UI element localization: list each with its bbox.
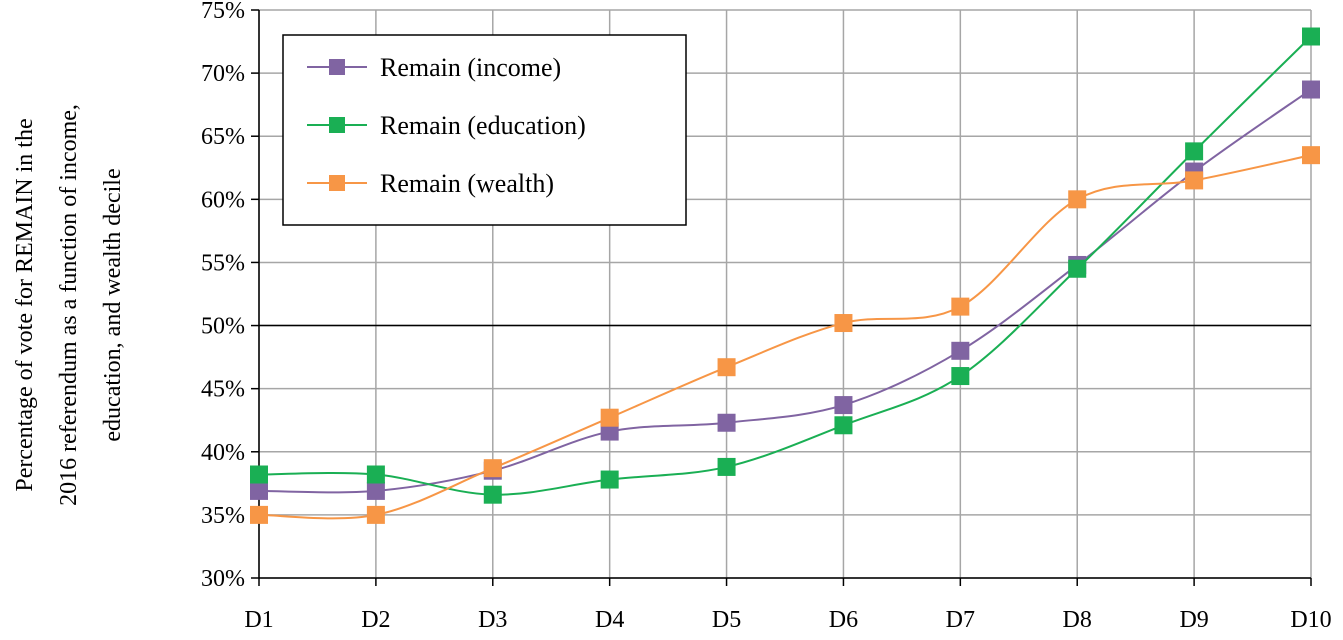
y-tick-label: 55% — [201, 250, 245, 276]
x-axis-ticks: D1 D2 D3 D4 D5 D6 D7 D8 D9 D10 — [244, 607, 1331, 633]
data-point-income — [600, 422, 619, 441]
y-tick-label: 35% — [201, 503, 245, 529]
series-line-wealth — [258, 154, 1312, 520]
data-point-wealth — [717, 358, 736, 377]
y-tick-label: 30% — [201, 566, 245, 592]
x-tick-label: D10 — [1290, 607, 1331, 633]
y-tick-label: 45% — [201, 377, 245, 403]
y-tick-label: 65% — [201, 124, 245, 150]
data-point-education — [1068, 259, 1087, 278]
data-point-wealth — [483, 459, 502, 478]
data-point-income — [951, 341, 970, 360]
data-point-wealth — [834, 314, 853, 333]
x-tick-label: D3 — [478, 607, 507, 633]
data-point-education — [1185, 142, 1204, 161]
x-tick-label: D6 — [829, 607, 858, 633]
x-tick-label: D4 — [595, 607, 624, 633]
series-wealth — [250, 146, 1320, 524]
y-axis-label-line-2: 2016 referendum as a function of income, — [56, 104, 82, 506]
x-tick-label: D2 — [361, 607, 390, 633]
x-tick-label: D1 — [244, 607, 273, 633]
y-axis-label-line-1: Percentage of vote for REMAIN in the — [12, 118, 38, 491]
data-point-education — [834, 416, 853, 435]
data-point-wealth — [1302, 146, 1320, 165]
data-point-education — [250, 465, 268, 484]
y-tick-label: 60% — [201, 187, 245, 213]
series-line-income — [258, 88, 1312, 494]
legend-label-income: Remain (income) — [380, 53, 561, 82]
y-axis-label-line-3: education, and wealth decile — [100, 168, 126, 441]
data-point-wealth — [1068, 190, 1087, 209]
legend-swatch-marker-education — [329, 117, 345, 133]
x-tick-label: D8 — [1063, 607, 1092, 633]
data-point-wealth — [951, 297, 970, 316]
data-point-education — [951, 367, 970, 386]
y-axis-ticks: 30% 35% 40% 45% 50% 55% 60% 65% 70% 75% — [201, 0, 245, 592]
data-point-income — [1302, 80, 1320, 99]
legend-swatch-marker-income — [329, 59, 345, 75]
data-point-education — [600, 470, 619, 489]
data-point-education — [717, 457, 736, 476]
y-tick-label: 40% — [201, 440, 245, 466]
data-point-wealth — [600, 408, 619, 427]
legend: Remain (income) Remain (education) Remai… — [282, 34, 687, 226]
data-point-wealth — [1185, 171, 1204, 190]
y-tick-label: 50% — [201, 314, 245, 340]
x-tick-label: D5 — [712, 607, 741, 633]
data-point-education — [483, 485, 502, 504]
data-point-income — [717, 413, 736, 432]
data-point-education — [1302, 27, 1320, 46]
data-point-wealth — [366, 505, 385, 524]
data-point-wealth — [250, 505, 268, 524]
data-point-education — [366, 465, 385, 484]
legend-item-income: Remain (income) — [307, 53, 561, 82]
legend-label-education: Remain (education) — [380, 111, 586, 140]
series-group — [250, 27, 1320, 524]
legend-swatch-marker-wealth — [329, 175, 345, 191]
legend-item-wealth: Remain (wealth) — [307, 169, 554, 198]
legend-label-wealth: Remain (wealth) — [380, 169, 554, 198]
data-point-income — [834, 396, 853, 415]
y-axis-label: Percentage of vote for REMAIN in the 201… — [12, 104, 126, 506]
x-tick-label: D9 — [1179, 607, 1208, 633]
y-tick-label: 75% — [201, 0, 245, 24]
data-point-income — [366, 481, 385, 500]
data-point-income — [250, 481, 268, 500]
x-tick-label: D7 — [946, 607, 975, 633]
legend-item-education: Remain (education) — [307, 111, 586, 140]
y-tick-label: 70% — [201, 61, 245, 87]
